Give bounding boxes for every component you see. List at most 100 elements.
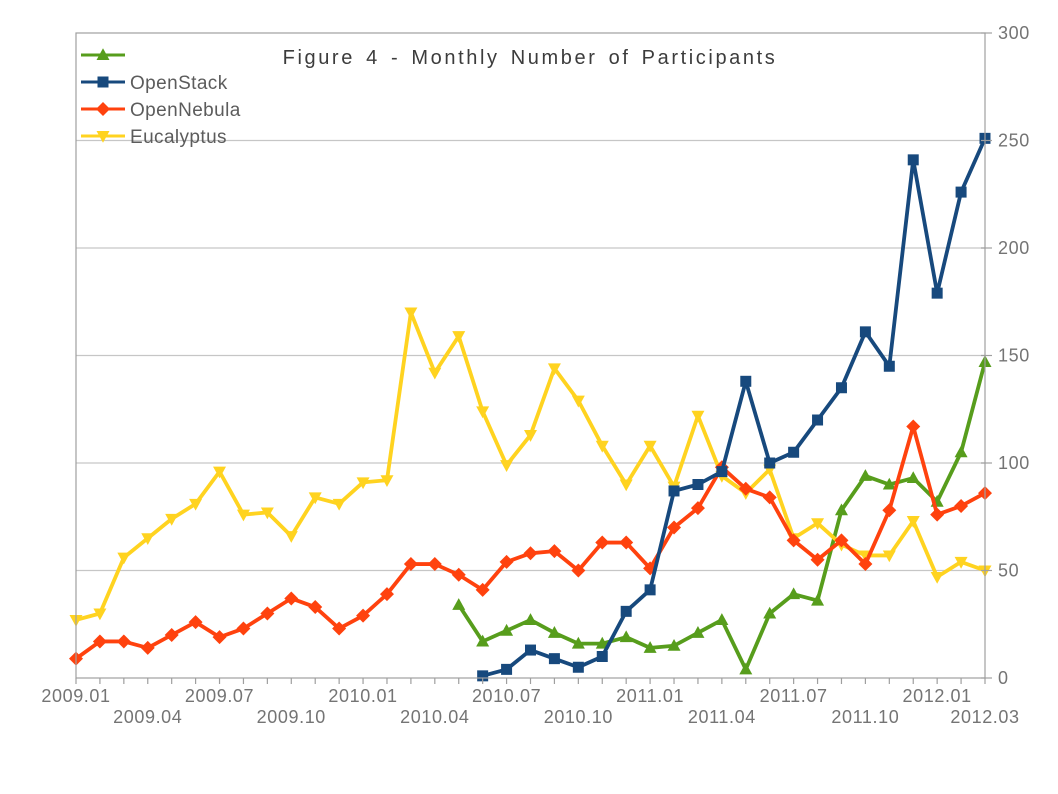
data-point-eucalyptus-2011.11	[882, 550, 896, 563]
y-axis-label-250: 250	[998, 131, 1030, 151]
data-point-opennebula-2010.01	[356, 608, 371, 623]
x-axis-label-2011.01: 2011.01	[616, 686, 684, 706]
data-point-opennebula-2011.09	[834, 533, 849, 548]
y-axis-label-0: 0	[998, 668, 1009, 688]
data-point-unlabeled-2011.11	[882, 477, 896, 490]
x-axis-label-2009.07: 2009.07	[185, 686, 254, 706]
data-point-opennebula-2010.02	[379, 587, 394, 602]
data-point-openstack-2011.04	[716, 466, 728, 478]
data-point-eucalyptus-2010.05	[452, 331, 466, 343]
data-point-openstack-2011.10	[859, 326, 871, 338]
legend-marker-unlabeled	[96, 48, 110, 60]
data-point-opennebula-2012.01	[930, 507, 945, 522]
data-point-opennebula-2011.07	[786, 533, 801, 548]
data-point-openstack-2010.07	[501, 663, 513, 675]
data-point-unlabeled-2010.09	[547, 626, 561, 638]
data-point-openstack-2011.03	[692, 479, 704, 490]
series-line-openstack	[480, 136, 987, 678]
data-point-eucalyptus-2009.08	[236, 509, 250, 522]
x-axis-label-2010.10: 2010.10	[544, 707, 613, 727]
legend-label-opennebula: OpenNebula	[130, 100, 241, 121]
data-point-opennebula-2009.09	[260, 606, 275, 621]
data-point-openstack-2010.10	[572, 661, 584, 673]
data-point-eucalyptus-2011.01	[643, 440, 657, 453]
data-point-unlabeled-2011.08	[811, 593, 825, 606]
data-point-openstack-2011.02	[668, 485, 680, 497]
data-point-unlabeled-2011.07	[787, 587, 801, 600]
data-point-openstack-2010.09	[548, 653, 560, 665]
data-point-eucalyptus-2010.06	[476, 406, 490, 419]
data-point-opennebula-2010.09	[547, 544, 562, 559]
data-point-eucalyptus-2009.06	[189, 498, 203, 511]
data-point-eucalyptus-2012.01	[930, 571, 944, 584]
data-point-openstack-2011.07	[788, 446, 800, 458]
axes	[75, 32, 992, 684]
data-point-unlabeled-2010.12	[619, 630, 633, 643]
data-point-eucalyptus-2010.09	[547, 363, 561, 376]
legend-label-eucalyptus: Eucalyptus	[130, 127, 227, 148]
data-point-opennebula-2010.03	[403, 557, 418, 572]
data-point-opennebula-2011.08	[810, 552, 825, 567]
data-point-opennebula-2010.08	[523, 546, 538, 561]
data-point-openstack-2011.06	[764, 457, 776, 469]
x-axis-label-2010.01: 2010.01	[328, 686, 397, 706]
y-axis-label-300: 300	[998, 23, 1030, 43]
series-layer	[69, 132, 992, 682]
data-point-openstack-2011.11	[883, 360, 895, 372]
data-point-opennebula-2010.06	[475, 582, 490, 597]
x-axis-label-2011.07: 2011.07	[760, 686, 828, 706]
data-point-openstack-2010.11	[596, 651, 608, 662]
data-point-opennebula-2010.04	[427, 557, 442, 572]
series-opennebula	[69, 419, 992, 666]
data-point-opennebula-2011.10	[858, 557, 873, 572]
data-point-opennebula-2011.06	[762, 490, 777, 505]
data-point-opennebula-2009.08	[236, 621, 251, 636]
x-axis-label-2010.07: 2010.07	[472, 686, 541, 706]
data-point-eucalyptus-2010.02	[380, 475, 394, 487]
data-point-unlabeled-2011.01	[643, 641, 657, 653]
legend-label-openstack: OpenStack	[130, 73, 228, 94]
data-point-opennebula-2011.11	[882, 503, 897, 518]
data-point-unlabeled-2011.04	[715, 613, 729, 625]
data-point-opennebula-2009.02	[92, 634, 107, 649]
series-openstack	[477, 132, 991, 682]
data-point-eucalyptus-2011.03	[691, 410, 705, 423]
data-point-unlabeled-2011.05	[739, 662, 753, 675]
data-point-unlabeled-2011.12	[906, 471, 920, 484]
data-point-opennebula-2009.10	[284, 591, 299, 606]
x-axis-label-2009.10: 2009.10	[257, 707, 326, 727]
series-unlabeled	[452, 355, 992, 675]
data-point-eucalyptus-2011.08	[811, 518, 825, 530]
chart-title: Figure 4 - Monthly Number of Participant…	[283, 47, 778, 69]
data-point-opennebula-2009.11	[308, 600, 323, 615]
series-line-eucalyptus	[74, 310, 987, 622]
data-point-openstack-2011.05	[740, 375, 752, 387]
data-point-eucalyptus-2010.12	[619, 479, 633, 492]
x-axis-label-2010.04: 2010.04	[400, 707, 469, 727]
data-point-opennebula-2010.11	[595, 535, 610, 550]
legend-item-unlabeled	[81, 48, 125, 60]
gridlines	[76, 139, 985, 572]
x-axis-label-2012.01: 2012.01	[903, 686, 972, 706]
data-point-unlabeled-2010.11	[595, 636, 609, 649]
data-point-eucalyptus-2010.08	[524, 430, 537, 442]
legend-marker-openstack	[97, 76, 109, 88]
x-axis-label-2012.03: 2012.03	[950, 707, 1019, 727]
data-point-unlabeled-2010.10	[571, 636, 585, 649]
data-point-unlabeled-2011.02	[667, 638, 681, 651]
data-point-eucalyptus-2009.12	[332, 498, 346, 511]
data-point-opennebula-2010.12	[619, 535, 634, 550]
data-point-unlabeled-2011.06	[763, 606, 777, 619]
legend-marker-opennebula	[96, 102, 110, 116]
data-point-eucalyptus-2009.09	[260, 507, 274, 520]
data-point-eucalyptus-2010.03	[404, 307, 418, 320]
data-point-eucalyptus-2011.12	[906, 516, 920, 528]
data-point-unlabeled-2011.10	[858, 469, 872, 481]
data-point-opennebula-2009.07	[212, 630, 227, 645]
data-point-openstack-2011.08	[812, 414, 824, 426]
data-point-eucalyptus-2009.05	[165, 513, 179, 526]
data-point-opennebula-2009.03	[116, 634, 131, 649]
legend: OpenStack OpenNebula Eucalyptus	[81, 48, 241, 148]
data-point-opennebula-2009.12	[332, 621, 347, 636]
data-point-opennebula-2011.03	[690, 501, 705, 516]
